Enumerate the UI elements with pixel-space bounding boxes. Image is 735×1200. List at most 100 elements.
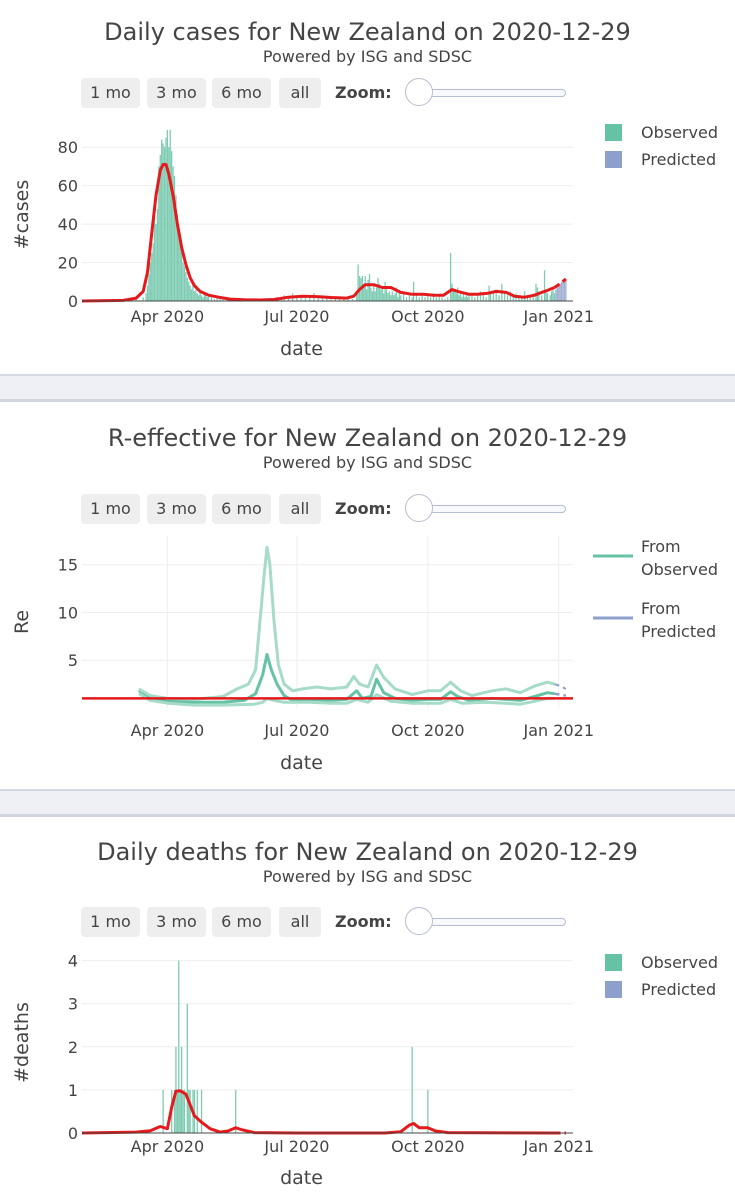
observed-bar: [219, 299, 221, 301]
predicted-bar: [559, 283, 561, 301]
legend-label: Observed: [641, 560, 718, 579]
observed-bar: [435, 297, 438, 301]
observed-bar: [183, 266, 186, 301]
observed-bar: [441, 297, 443, 301]
observed-bar: [152, 243, 154, 301]
range-button-all[interactable]: all: [279, 494, 321, 524]
observed-bar: [541, 295, 543, 301]
observed-bar: [216, 297, 218, 301]
observed-bar: [385, 289, 388, 301]
range-button-1mo[interactable]: 1 mo: [81, 907, 140, 937]
x-axis-title: date: [280, 1167, 323, 1189]
zoom-slider-thumb[interactable]: [405, 907, 433, 935]
predicted-bar: [555, 289, 557, 301]
zoom-slider-thumb[interactable]: [405, 78, 433, 106]
observed-bar: [388, 291, 391, 301]
observed-bar: [455, 293, 457, 301]
cases-chart[interactable]: 0 20 40 60 80 Apr 2020 Jul 2020 Oct 2020 Jan 202…: [0, 0, 735, 376]
predicted-bar: [563, 279, 566, 301]
y-tick-label: 60: [58, 177, 78, 196]
observed-bar: [447, 297, 449, 301]
observed-bar: [351, 299, 354, 301]
observed-bar: [186, 277, 188, 301]
zoom-slider-thumb[interactable]: [405, 494, 433, 522]
observed-bar: [509, 291, 512, 301]
range-button-3mo[interactable]: 3 mo: [147, 494, 206, 524]
observed-bar: [196, 293, 198, 301]
panel-separator: [0, 374, 735, 402]
observed-bar: [176, 214, 178, 301]
observed-bar: [427, 295, 429, 301]
x-tick-label: Oct 2020: [391, 721, 464, 740]
predicted-bar: [558, 285, 560, 301]
legend-label: From: [641, 537, 681, 556]
observed-bar: [192, 283, 194, 301]
range-button-6mo[interactable]: 6 mo: [212, 907, 271, 937]
x-tick-label: Jul 2020: [263, 1137, 329, 1156]
observed-bar: [195, 289, 197, 301]
observed-bar: [400, 295, 402, 301]
observed-bar: [454, 291, 456, 301]
observed-bar: [205, 295, 207, 301]
observed-bar: [459, 291, 462, 301]
observed-bar: [190, 289, 193, 301]
observed-bar: [549, 295, 551, 301]
observed-bar: [424, 297, 426, 301]
x-axis-title: date: [280, 752, 323, 774]
observed-bar: [553, 293, 556, 301]
observed-bar: [391, 291, 393, 301]
range-button-1mo[interactable]: 1 mo: [81, 494, 140, 524]
observed-bar: [155, 224, 157, 301]
observed-bar: [296, 295, 298, 301]
observed-bar: [180, 243, 183, 301]
chart-subtitle: Powered by ISG and SDSC: [262, 47, 473, 66]
observed-bar: [148, 274, 150, 301]
range-button-all[interactable]: all: [279, 907, 321, 937]
observed-bar: [317, 297, 319, 301]
observed-bar: [430, 297, 432, 301]
observed-bar: [378, 283, 381, 301]
observed-bar: [183, 1089, 186, 1133]
legend-swatch: [605, 151, 622, 168]
observed-bar: [182, 262, 184, 301]
observed-bar: [158, 166, 160, 301]
observed-bar: [189, 285, 191, 301]
observed-bar: [394, 293, 396, 301]
range-button-3mo[interactable]: 3 mo: [147, 78, 206, 108]
reffective-panel: R-effective for New Zealand on 2020-12-2…: [0, 406, 735, 790]
y-tick-label: 2: [68, 1038, 78, 1057]
y-tick-label: 10: [58, 603, 78, 622]
observed-bar: [338, 299, 341, 301]
observed-bar: [156, 208, 159, 301]
x-tick-label: Jul 2020: [263, 307, 329, 326]
chart-title: Daily deaths for New Zealand on 2020-12-…: [97, 838, 638, 866]
range-button-all[interactable]: all: [279, 78, 321, 108]
x-tick-label: Apr 2020: [131, 721, 204, 740]
observed-bar: [363, 283, 365, 301]
y-tick-label: 15: [58, 556, 78, 575]
re-median-line: [138, 653, 555, 704]
observed-bar: [421, 293, 423, 301]
observed-bar: [162, 143, 164, 301]
observed-bar: [169, 129, 171, 301]
range-button-3mo[interactable]: 3 mo: [147, 907, 206, 937]
observed-bar: [462, 293, 465, 301]
zoom-label: Zoom:: [335, 83, 392, 102]
observed-bar: [495, 289, 497, 301]
observed-bar: [467, 297, 469, 301]
observed-bar: [367, 279, 369, 301]
x-tick-label: Jan 2021: [523, 721, 594, 740]
observed-bar: [175, 195, 177, 301]
observed-bar: [461, 297, 463, 301]
observed-bar: [477, 293, 479, 301]
reffective-chart[interactable]: 5 10 15 Apr 2020 Jul 2020 Oct 2020 Jan 2021 dat…: [0, 406, 735, 790]
observed-bar: [200, 295, 203, 301]
range-button-6mo[interactable]: 6 mo: [212, 78, 271, 108]
observed-bar: [489, 291, 492, 301]
observed-bar: [465, 295, 467, 301]
range-button-6mo[interactable]: 6 mo: [212, 494, 271, 524]
observed-bar: [415, 295, 418, 301]
observed-bar: [538, 291, 540, 301]
deaths-chart[interactable]: 0 1 2 3 4 Apr 2020 Jul 2020 Oct 2020 Jan 2021 dat…: [0, 820, 735, 1200]
range-button-1mo[interactable]: 1 mo: [81, 78, 140, 108]
